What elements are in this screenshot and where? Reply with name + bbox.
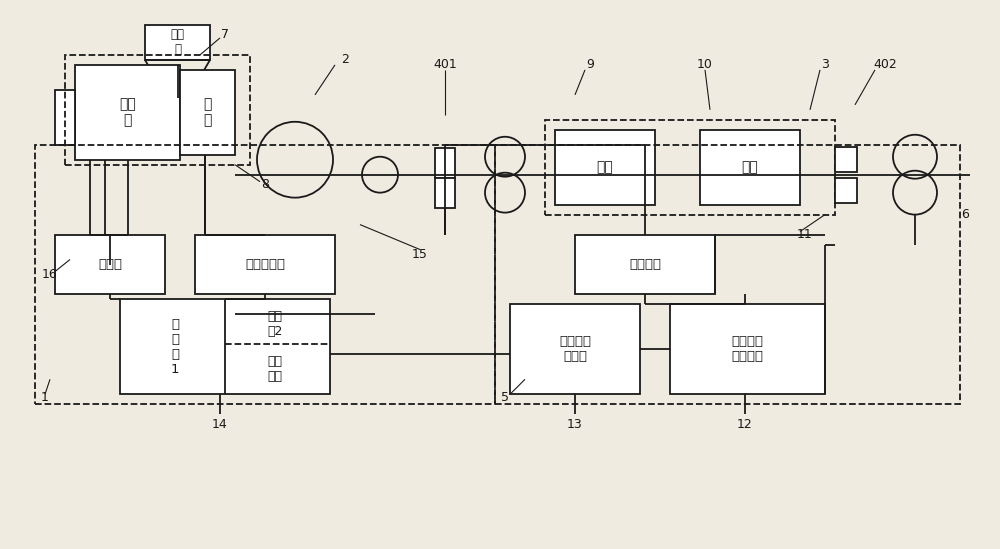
Bar	[180, 70, 235, 155]
Text: 控制
器2: 控制 器2	[267, 310, 283, 338]
Text: 15: 15	[412, 248, 428, 261]
Text: 14: 14	[212, 418, 228, 431]
Text: 9: 9	[586, 58, 594, 71]
Bar	[575, 234, 715, 294]
Bar	[510, 305, 640, 394]
Text: 纵拉: 纵拉	[597, 160, 613, 174]
Bar	[835, 147, 857, 172]
Text: 显示模块: 显示模块	[629, 258, 661, 271]
Text: 2: 2	[341, 53, 349, 66]
Text: 模头调节器: 模头调节器	[245, 258, 285, 271]
Bar	[55, 234, 165, 294]
Bar	[65, 55, 250, 165]
Text: 401: 401	[433, 58, 457, 71]
Bar	[545, 120, 835, 215]
Bar	[145, 25, 210, 60]
Text: 8: 8	[261, 178, 269, 191]
Bar	[555, 130, 655, 205]
Text: 13: 13	[567, 418, 583, 431]
Bar	[195, 234, 335, 294]
Bar	[35, 145, 495, 404]
Bar	[495, 145, 960, 404]
Text: 变频器: 变频器	[98, 258, 122, 271]
Bar	[120, 299, 330, 394]
Text: 横拉: 横拉	[742, 160, 758, 174]
Text: 10: 10	[697, 58, 713, 71]
Bar	[835, 178, 857, 203]
Bar	[75, 65, 180, 160]
Text: 1: 1	[41, 391, 49, 404]
Text: 11: 11	[797, 228, 813, 241]
Text: 402: 402	[873, 58, 897, 71]
Text: 6: 6	[961, 208, 969, 221]
Text: 控制
模块: 控制 模块	[268, 355, 283, 383]
Bar	[435, 148, 455, 178]
Text: 7: 7	[221, 29, 229, 41]
Bar	[700, 130, 800, 205]
Text: 投料
口: 投料 口	[170, 29, 184, 57]
Text: 3: 3	[821, 58, 829, 71]
Text: 16: 16	[42, 268, 58, 281]
Bar	[670, 305, 825, 394]
Text: 膜厚数据
采集模块: 膜厚数据 采集模块	[732, 335, 764, 363]
Text: 控
制
器
1: 控 制 器 1	[171, 318, 179, 376]
Text: 5: 5	[501, 391, 509, 404]
Text: 12: 12	[737, 418, 753, 431]
Bar	[55, 90, 75, 145]
Text: 挤出
机: 挤出 机	[119, 97, 136, 127]
Bar	[435, 178, 455, 208]
Text: 模
头: 模 头	[203, 97, 212, 127]
Text: 数据处理
理模块: 数据处理 理模块	[559, 335, 591, 363]
